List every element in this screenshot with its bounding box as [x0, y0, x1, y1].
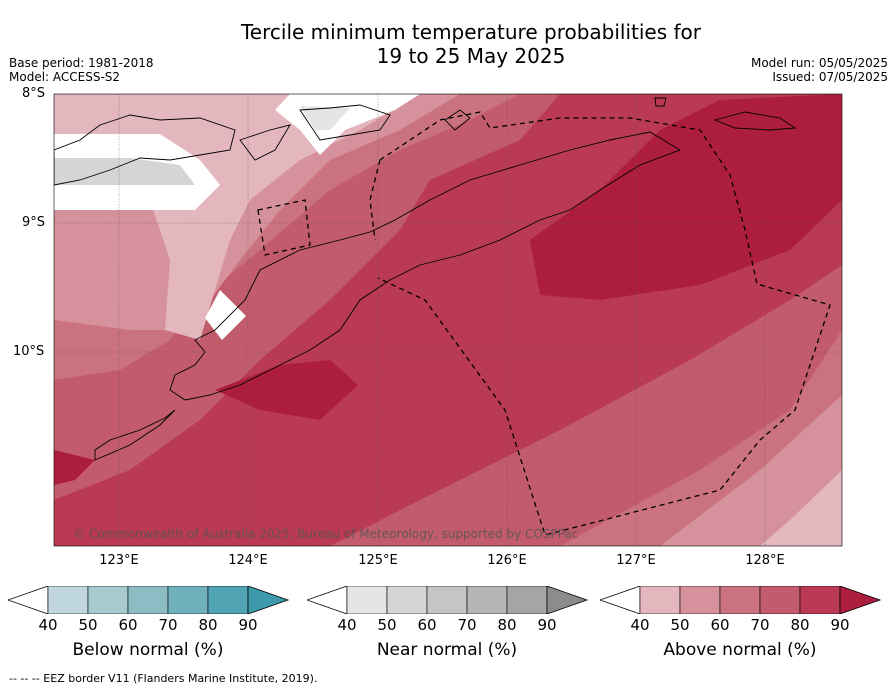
lat-label-9s: 9°S [22, 215, 46, 230]
near-tick: 40 [337, 616, 357, 634]
colorbar-below-normal [8, 586, 290, 614]
map-frame [53, 93, 843, 547]
meta-left: Base period: 1981-2018 Model: ACCESS-S2 [9, 56, 154, 84]
colorbar-above-segment [759, 586, 801, 614]
colorbar-above-extend [839, 586, 882, 614]
above-tick: 50 [670, 616, 690, 634]
below-tick: 50 [78, 616, 98, 634]
flores-coastline [54, 114, 236, 186]
below-tick: 80 [198, 616, 218, 634]
lon-label-126e: 126°E [487, 553, 527, 568]
island-coastline-north [444, 109, 471, 131]
prob-band-90-sw [54, 450, 95, 485]
lon-label-125e: 125°E [358, 553, 398, 568]
colorbar-above-label: Above normal (%) [663, 640, 817, 660]
map-title: Tercile minimum temperature probabilitie… [0, 20, 896, 68]
below-tick: 40 [38, 616, 58, 634]
above-tick: 80 [790, 616, 810, 634]
colorbar-near-segment [346, 586, 388, 614]
alor-coastline [239, 124, 291, 161]
base-period: Base period: 1981-2018 [9, 56, 154, 70]
colorbar-above-segment [639, 586, 681, 614]
lon-label-123e: 123°E [99, 553, 139, 568]
near-tick: 90 [537, 616, 557, 634]
colorbar-near-segment [466, 586, 508, 614]
prob-band-90-ne [530, 94, 842, 300]
near-tick: 80 [497, 616, 517, 634]
above-tick: 40 [630, 616, 650, 634]
island-coastline-ne2 [713, 111, 797, 131]
colorbar-below-label: Below normal (%) [72, 640, 224, 660]
prob-band-40-se [760, 470, 842, 546]
below-tick: 60 [118, 616, 138, 634]
colorbar-below-segment [127, 586, 169, 614]
colorbar-below-segment [47, 586, 89, 614]
colorbar-above-svg [600, 586, 882, 614]
above-tick: 90 [830, 616, 850, 634]
near-normal-zone-north [300, 106, 350, 130]
island-coastline-ne1 [654, 97, 667, 107]
lon-label-127e: 127°E [616, 553, 656, 568]
colorbar-above-segment [719, 586, 761, 614]
colorbar-near-svg [307, 586, 589, 614]
near-tick: 60 [417, 616, 437, 634]
above-tick: 60 [710, 616, 730, 634]
no-dominant-zone-timor [205, 290, 246, 340]
prob-band-90-timor-west [215, 360, 358, 420]
colorbar-below-segment [167, 586, 209, 614]
colorbar-above-segment [679, 586, 721, 614]
model-name: Model: ACCESS-S2 [9, 70, 121, 84]
colorbar-above-segment [799, 586, 841, 614]
colorbar-near-segment [426, 586, 468, 614]
colorbar-below-svg [8, 586, 290, 614]
colorbar-near-segment [386, 586, 428, 614]
meta-right: Model run: 05/05/2025 Issued: 07/05/2025 [751, 56, 888, 84]
wetar-coastline [299, 104, 391, 141]
above-tick: 70 [750, 616, 770, 634]
colorbar-below-extend [247, 586, 290, 614]
below-tick: 90 [238, 616, 258, 634]
issued-date: Issued: 07/05/2025 [772, 70, 888, 84]
eez-border [257, 111, 831, 536]
probability-map [53, 93, 843, 547]
colorbar-below-segment [87, 586, 129, 614]
near-tick: 50 [377, 616, 397, 634]
title-line-2: 19 to 25 May 2025 [376, 44, 566, 68]
rote-coastline [94, 409, 176, 461]
colorbar-below-segment [207, 586, 249, 614]
coastlines [54, 97, 797, 461]
lat-label-8s: 8°S [22, 86, 46, 101]
lon-label-128e: 128°E [745, 553, 785, 568]
near-normal-zone-west [54, 158, 195, 185]
near-tick: 70 [457, 616, 477, 634]
colorbar-near-extend [546, 586, 589, 614]
below-tick: 70 [158, 616, 178, 634]
colorbar-near-label: Near normal (%) [376, 640, 518, 660]
colorbar-near-segment [506, 586, 548, 614]
eez-footnote: -- -- -- EEZ border V11 (Flanders Marine… [9, 672, 318, 685]
lat-label-10s: 10°S [13, 344, 45, 359]
prob-band-50-se [660, 395, 842, 546]
colorbar-near-normal [307, 586, 589, 614]
copyright-notice: © Commonwealth of Australia 2025, Bureau… [73, 527, 579, 541]
timor-coastline [169, 131, 682, 401]
title-line-1: Tercile minimum temperature probabilitie… [240, 20, 702, 44]
colorbar-above-normal [600, 586, 882, 614]
lon-label-124e: 124°E [228, 553, 268, 568]
model-run: Model run: 05/05/2025 [750, 56, 888, 70]
grid-lines [54, 94, 842, 546]
